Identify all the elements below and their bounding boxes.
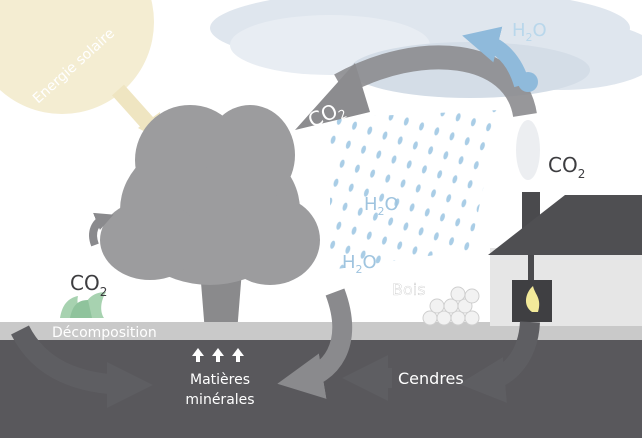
co2-plant-label: CO2: [70, 271, 107, 299]
house: [488, 192, 642, 326]
minerals-label: Matières: [190, 372, 250, 388]
h2o-part: O: [363, 252, 377, 273]
h2o-part: O: [533, 20, 547, 41]
woodpile: [423, 287, 479, 325]
ashes-label: Cendres: [398, 369, 464, 388]
h2o-part: H: [364, 194, 378, 215]
h2o-part: 2: [526, 31, 533, 44]
minerals-label: minérales: [185, 392, 254, 408]
diagram: Energie solaire: [0, 0, 642, 438]
tree: [100, 105, 320, 345]
h2o-part: 2: [378, 205, 385, 218]
h2o-part: O: [385, 194, 399, 215]
smoke: [516, 120, 540, 180]
h2o-part: H: [512, 20, 526, 41]
rain: [330, 110, 500, 270]
co2-part: CO: [70, 271, 100, 295]
co2-part: CO: [548, 153, 578, 177]
h2o-part: H: [342, 252, 356, 273]
wood-label: Bois: [392, 280, 426, 299]
co2-part: 2: [578, 167, 586, 181]
co2-part: 2: [100, 285, 108, 299]
co2-chimney-label: CO2: [548, 153, 585, 181]
h2o-part: 2: [356, 263, 363, 276]
decomposition-label: Décomposition: [52, 325, 157, 341]
page: {"labels": { "solar": "Energie solaire",…: [0, 0, 642, 438]
vapor-drop: [518, 72, 538, 92]
